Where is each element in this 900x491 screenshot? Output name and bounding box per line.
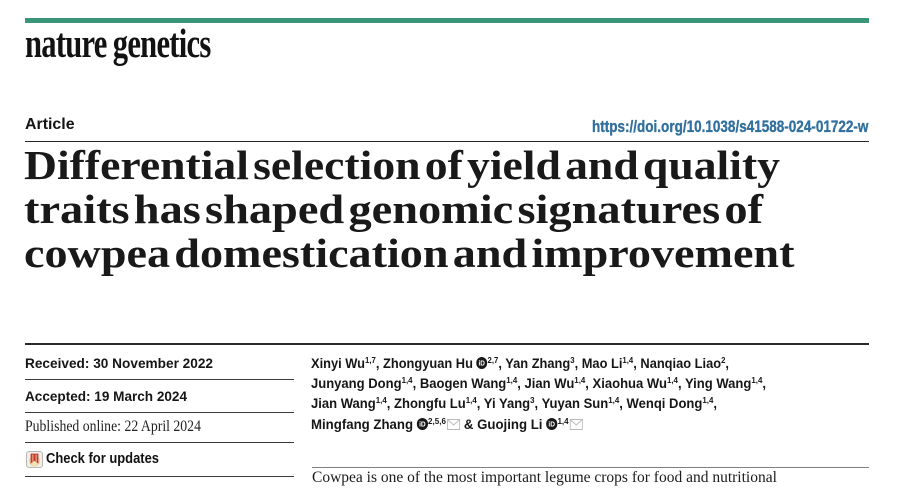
svg-text:iD: iD — [548, 421, 555, 428]
svg-text:iD: iD — [419, 421, 426, 428]
svg-text:iD: iD — [479, 361, 486, 368]
